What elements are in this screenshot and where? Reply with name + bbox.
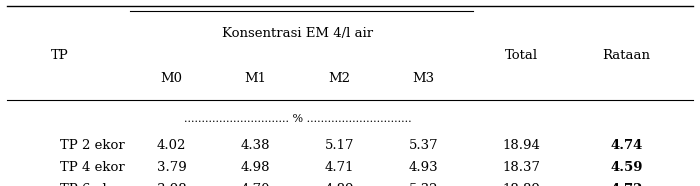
- Text: 5.17: 5.17: [325, 139, 354, 152]
- Text: Rataan: Rataan: [603, 49, 650, 62]
- Text: Total: Total: [505, 49, 538, 62]
- Text: 4.71: 4.71: [325, 161, 354, 174]
- Text: 18.37: 18.37: [503, 161, 540, 174]
- Text: 4.89: 4.89: [325, 183, 354, 186]
- Text: M1: M1: [244, 72, 267, 85]
- Text: 5.32: 5.32: [409, 183, 438, 186]
- Text: TP 4 ekor: TP 4 ekor: [60, 161, 125, 174]
- Text: 4.98: 4.98: [241, 161, 270, 174]
- Text: M2: M2: [328, 72, 351, 85]
- Text: 4.70: 4.70: [241, 183, 270, 186]
- Text: 4.74: 4.74: [610, 139, 643, 152]
- Text: 4.59: 4.59: [610, 161, 643, 174]
- Text: M3: M3: [412, 72, 435, 85]
- Text: 5.37: 5.37: [409, 139, 438, 152]
- Text: TP: TP: [50, 49, 69, 62]
- Text: TP 2 ekor: TP 2 ekor: [60, 139, 125, 152]
- Text: 18.94: 18.94: [503, 139, 540, 152]
- Text: 4.02: 4.02: [157, 139, 186, 152]
- Text: 3.79: 3.79: [157, 161, 186, 174]
- Text: 4.38: 4.38: [241, 139, 270, 152]
- Text: 4.93: 4.93: [409, 161, 438, 174]
- Text: TP 6 ekor: TP 6 ekor: [60, 183, 125, 186]
- Text: 4.72: 4.72: [610, 183, 643, 186]
- Text: 3.98: 3.98: [157, 183, 186, 186]
- Text: Konsentrasi EM 4/l air: Konsentrasi EM 4/l air: [222, 27, 373, 40]
- Text: 18.89: 18.89: [503, 183, 540, 186]
- Text: .............................. % ..............................: .............................. % .......…: [183, 114, 412, 124]
- Text: M0: M0: [160, 72, 183, 85]
